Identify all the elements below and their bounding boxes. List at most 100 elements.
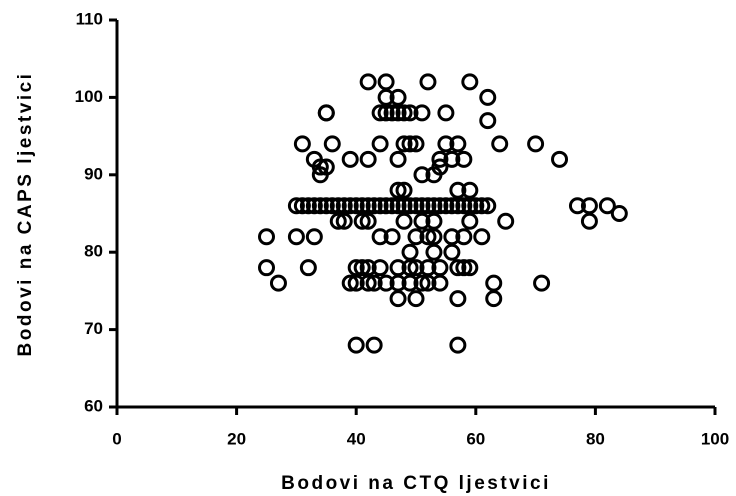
point — [407, 228, 425, 246]
point — [299, 259, 317, 277]
x-tick-label: 0 — [112, 429, 121, 448]
point — [359, 274, 377, 292]
point — [551, 150, 569, 168]
point — [293, 197, 311, 215]
x-tick-label: 20 — [227, 429, 246, 448]
point — [323, 197, 341, 215]
point — [389, 150, 407, 168]
point — [437, 104, 455, 122]
y-tick-label: 80 — [84, 242, 103, 261]
point — [365, 274, 383, 292]
point — [359, 150, 377, 168]
point — [377, 197, 395, 215]
point — [425, 243, 443, 261]
point — [449, 259, 467, 277]
point — [311, 166, 329, 184]
point — [413, 104, 431, 122]
point — [359, 73, 377, 91]
point — [287, 228, 305, 246]
point — [287, 197, 305, 215]
point — [389, 290, 407, 308]
point — [383, 197, 401, 215]
point — [455, 259, 473, 277]
point — [431, 150, 449, 168]
point — [497, 212, 515, 230]
point — [341, 274, 359, 292]
point — [407, 290, 425, 308]
point — [527, 135, 545, 153]
point — [449, 336, 467, 354]
point — [419, 228, 437, 246]
point — [598, 197, 616, 215]
y-tick-label: 70 — [84, 319, 103, 338]
y-axis-label: Bodovi na CAPS ljestvici — [15, 72, 36, 357]
point — [383, 104, 401, 122]
point — [371, 228, 389, 246]
point — [365, 197, 383, 215]
x-tick-label: 60 — [466, 429, 485, 448]
point — [455, 228, 473, 246]
x-tick-label: 40 — [347, 429, 366, 448]
point — [491, 135, 509, 153]
point — [395, 104, 413, 122]
point — [485, 290, 503, 308]
point — [437, 197, 455, 215]
point — [353, 212, 371, 230]
point — [401, 104, 419, 122]
point — [347, 336, 365, 354]
point — [377, 104, 395, 122]
point — [401, 274, 419, 292]
point — [299, 197, 317, 215]
point — [305, 197, 323, 215]
point — [580, 212, 598, 230]
point — [383, 228, 401, 246]
point — [329, 212, 347, 230]
point — [311, 197, 329, 215]
point — [335, 212, 353, 230]
point — [419, 197, 437, 215]
x-tick-label: 100 — [701, 429, 729, 448]
point — [533, 274, 551, 292]
point — [269, 274, 287, 292]
point — [407, 197, 425, 215]
point — [461, 73, 479, 91]
point — [353, 259, 371, 277]
point — [365, 336, 383, 354]
point — [479, 112, 497, 130]
point — [341, 197, 359, 215]
point — [389, 197, 407, 215]
point — [258, 228, 275, 246]
point — [359, 212, 377, 230]
point — [610, 205, 628, 222]
point — [371, 104, 389, 122]
point — [455, 150, 473, 168]
point — [258, 259, 275, 277]
point — [311, 158, 329, 176]
point — [395, 135, 413, 153]
point — [461, 259, 479, 277]
point — [419, 274, 437, 292]
point — [443, 150, 461, 168]
point — [317, 104, 335, 122]
point — [401, 135, 419, 153]
point — [389, 104, 407, 122]
point — [461, 212, 479, 230]
point — [377, 274, 395, 292]
y-tick-label: 60 — [84, 396, 103, 415]
y-tick-label: 90 — [84, 164, 103, 183]
point — [371, 135, 389, 153]
point — [449, 290, 467, 308]
point — [347, 197, 365, 215]
point — [341, 150, 359, 168]
point — [395, 212, 413, 230]
point — [413, 274, 431, 292]
point — [323, 135, 341, 153]
y-tick-label: 110 — [76, 9, 103, 28]
point — [425, 166, 443, 184]
point — [467, 197, 485, 215]
point — [473, 197, 491, 215]
point — [401, 197, 419, 215]
point — [443, 197, 461, 215]
point — [407, 259, 425, 277]
